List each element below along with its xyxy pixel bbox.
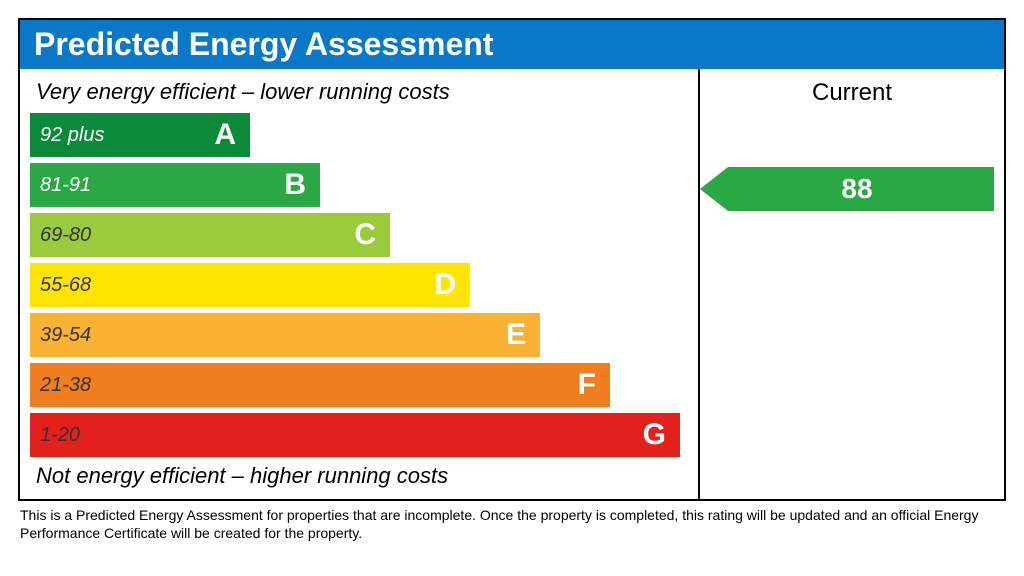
band-range: 92 plus [30, 124, 204, 147]
assessment-body: Very energy efficient – lower running co… [20, 69, 1004, 499]
current-value: 88 [821, 173, 872, 205]
assessment-frame: Predicted Energy Assessment Very energy … [18, 18, 1006, 501]
band-row-e: 39-54E [30, 313, 540, 357]
band-range: 21-38 [30, 374, 568, 397]
band-letter: E [496, 318, 540, 352]
bands-panel: Very energy efficient – lower running co… [20, 69, 700, 499]
band-letter: G [633, 418, 680, 452]
band-row-c: 69-80C [30, 213, 390, 257]
caption-efficient: Very energy efficient – lower running co… [30, 77, 688, 113]
band-row-b: 81-91B [30, 163, 320, 207]
band-range: 55-68 [30, 274, 424, 297]
title-bar: Predicted Energy Assessment [20, 20, 1004, 69]
band-letter: C [344, 218, 390, 252]
band-range: 81-91 [30, 174, 274, 197]
caption-inefficient: Not energy efficient – higher running co… [30, 457, 688, 491]
band-letter: A [204, 118, 250, 152]
band-letter: D [424, 268, 470, 302]
footnote-text: This is a Predicted Energy Assessment fo… [18, 501, 1006, 542]
band-row-d: 55-68D [30, 263, 470, 307]
band-letter: B [274, 168, 320, 202]
current-label: Current [700, 77, 1004, 113]
band-range: 1-20 [30, 424, 633, 447]
arrow-head-icon [700, 167, 728, 211]
band-letter: F [568, 368, 610, 402]
current-panel: Current 88 [700, 69, 1004, 499]
bands-list: 92 plusA 81-91B 69-80C 55-68D 39-54E 21-38F 1-… [30, 113, 688, 457]
band-range: 39-54 [30, 324, 496, 347]
band-row-g: 1-20G [30, 413, 680, 457]
current-arrow: 88 [700, 167, 994, 211]
title-text: Predicted Energy Assessment [34, 26, 493, 62]
band-row-f: 21-38F [30, 363, 610, 407]
band-row-a: 92 plusA [30, 113, 250, 157]
band-range: 69-80 [30, 224, 344, 247]
